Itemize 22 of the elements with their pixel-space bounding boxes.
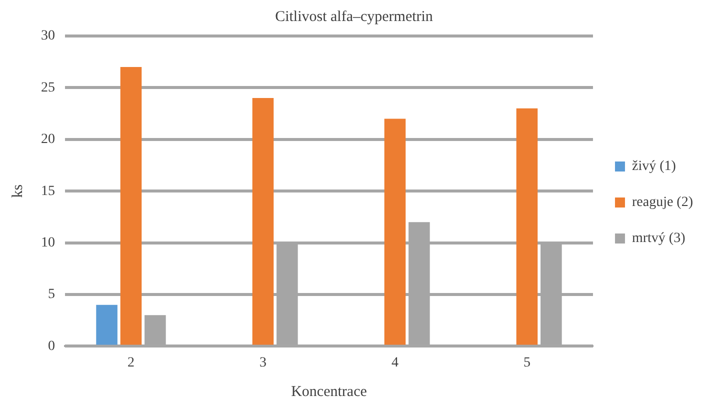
y-tick-label: 25 xyxy=(41,80,55,96)
bar xyxy=(384,118,406,345)
y-tick-label: 0 xyxy=(48,338,55,354)
y-tick-label: 20 xyxy=(41,132,55,148)
bar xyxy=(516,108,538,345)
x-tick-label: 2 xyxy=(128,355,134,370)
x-tick-label: 5 xyxy=(523,355,530,370)
bar xyxy=(96,304,118,345)
x-axis-title: Koncentrace xyxy=(291,384,368,400)
legend-label: reaguje (2) xyxy=(632,195,694,210)
y-tick-label: 10 xyxy=(41,235,55,250)
chart-title: Citlivost alfa–cypermetrin xyxy=(275,8,434,25)
y-tick-label: 5 xyxy=(48,287,55,302)
legend-label: mrtvý (3) xyxy=(632,231,686,246)
y-tick-label: 30 xyxy=(41,28,55,44)
y-tick-label: 15 xyxy=(41,184,55,199)
bar xyxy=(120,67,142,345)
x-tick-label: 3 xyxy=(259,355,266,370)
legend-label: živý (1) xyxy=(632,159,676,174)
y-axis-title: ks xyxy=(10,184,26,198)
bar xyxy=(252,98,274,345)
x-tick-label: 4 xyxy=(391,355,398,370)
